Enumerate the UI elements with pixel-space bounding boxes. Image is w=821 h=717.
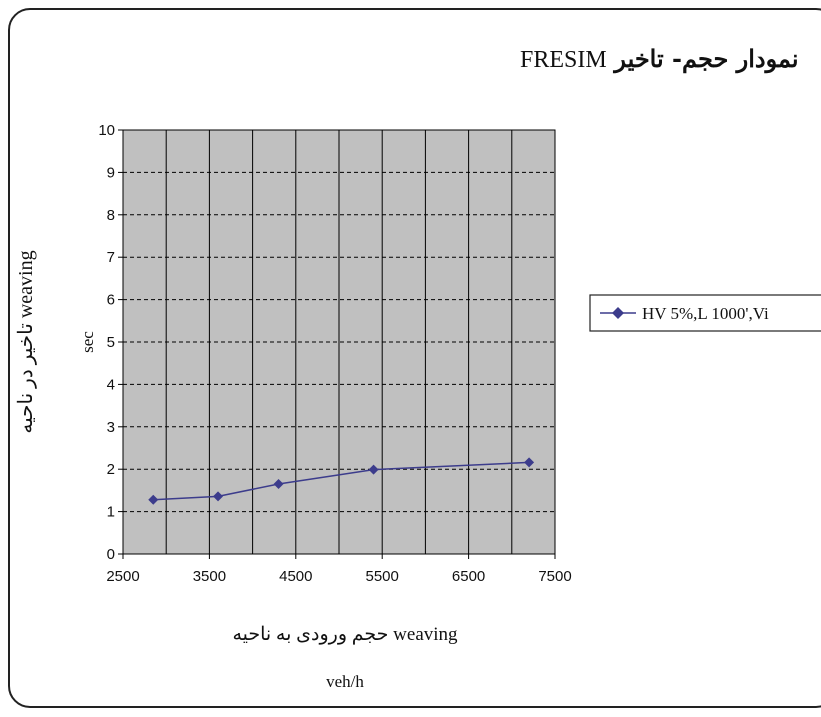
y-tick-label: 7 xyxy=(107,249,115,266)
y-tick-label: 5 xyxy=(107,334,115,351)
y-axis-label: تاخیر در ناحیه weaving xyxy=(15,250,37,433)
data-point xyxy=(524,457,535,468)
data-point xyxy=(148,494,159,505)
y-tick-label: 6 xyxy=(107,292,115,309)
y-tick-label: 2 xyxy=(107,461,115,478)
data-point xyxy=(368,464,379,475)
y-tick-label: 3 xyxy=(107,419,115,436)
y-tick-label: 4 xyxy=(107,376,115,393)
x-tick-label: 3500 xyxy=(193,568,226,585)
x-axis-label: حجم ورودی به ناحیه weaving xyxy=(232,624,458,645)
data-point xyxy=(213,491,224,502)
y-tick-label: 9 xyxy=(107,164,115,181)
legend: HV 5%,L 1000',Vi xyxy=(589,294,821,332)
x-axis-unit: veh/h xyxy=(326,672,364,691)
legend-label: HV 5%,L 1000',Vi xyxy=(642,304,769,323)
x-tick-label: 2500 xyxy=(106,568,139,585)
x-tick-label: 4500 xyxy=(279,568,312,585)
y-tick-label: 10 xyxy=(98,122,115,139)
y-axis-unit: sec xyxy=(78,331,97,353)
chart-title-persian: نمودار حجم- تاخیر xyxy=(614,44,799,73)
y-tick-label: 1 xyxy=(107,504,115,521)
legend-marker xyxy=(612,307,624,319)
y-tick-label: 0 xyxy=(107,546,115,563)
chart-title: FRESIM نمودار حجم- تاخیر xyxy=(520,44,821,84)
x-tick-label: 6500 xyxy=(452,568,485,585)
data-point xyxy=(273,479,284,490)
chart-title-latin: FRESIM xyxy=(520,47,607,73)
y-tick-label: 8 xyxy=(107,207,115,224)
x-tick-label: 5500 xyxy=(366,568,399,585)
x-tick-label: 7500 xyxy=(538,568,571,585)
